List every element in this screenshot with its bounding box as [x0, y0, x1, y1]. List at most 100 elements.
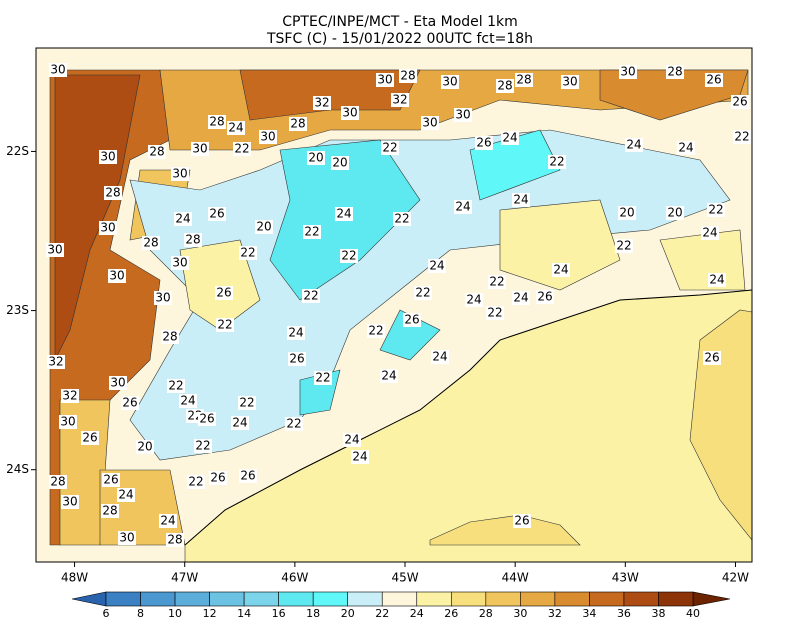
contour-label-box [154, 291, 172, 305]
colorbar-tick-label: 8 [137, 607, 144, 618]
contour-label-box [259, 130, 277, 144]
contour-label-box [171, 256, 189, 270]
colorbar-tick-label: 16 [272, 607, 286, 618]
contour-label-box [340, 249, 358, 263]
contour-label-box [376, 73, 394, 87]
contour-label-box [513, 514, 531, 528]
contour-label: 32 [314, 96, 329, 110]
contour-label: 28 [105, 186, 120, 200]
contour-label: 24 [513, 291, 528, 305]
contour-label: 22 [549, 155, 564, 169]
contour-label: 26 [476, 136, 491, 150]
contour-label-box [166, 533, 184, 547]
contour-label-box [61, 389, 79, 403]
contour-label: 28 [516, 73, 531, 87]
contour-label-box [161, 330, 179, 344]
contour-label-box [488, 275, 506, 289]
contour-label: 26 [732, 95, 747, 109]
contour-label-box [381, 141, 399, 155]
x-tick-label: 47W [171, 571, 198, 585]
contour-label: 28 [102, 504, 117, 518]
x-tick-label: 43W [612, 571, 639, 585]
contour-label-box [475, 136, 493, 150]
contour-label: 24 [180, 394, 195, 408]
contour-label: 28 [143, 236, 158, 250]
contour-label: 22 [188, 475, 203, 489]
colorbar-segment [174, 591, 210, 607]
contour-label: 24 [502, 131, 517, 145]
colorbar-segment [209, 591, 245, 607]
contour-label-box [99, 150, 117, 164]
contour-label-box [121, 396, 139, 410]
contour-label: 24 [232, 416, 247, 430]
contour-label: 30 [100, 221, 115, 235]
contour-label: 30 [442, 75, 457, 89]
colorbar-tick-label: 22 [375, 607, 389, 618]
colorbar-high-extend [692, 591, 731, 607]
contour-label-box [255, 220, 273, 234]
contour-label-box [701, 226, 719, 240]
temperature-field [36, 48, 752, 562]
coastline [184, 289, 752, 546]
contour-label: 22 [240, 246, 255, 260]
contour-label-box [707, 203, 725, 217]
contour-label: 30 [260, 130, 275, 144]
contour-label: 22 [394, 212, 409, 226]
contour-label: 24 [702, 226, 717, 240]
contour-label: 24 [352, 450, 367, 464]
y-tick-label: 24S [6, 462, 29, 476]
contour-label: 24 [678, 141, 693, 155]
contour-label: 26 [210, 471, 225, 485]
subtitle: TSFC (C) - 15/01/2022 00UTC fct=18h [266, 31, 533, 47]
contour-label-box [454, 108, 472, 122]
contour-label: 30 [422, 116, 437, 130]
contour-label-box [536, 290, 554, 304]
contour-label: 24 [626, 138, 641, 152]
contour-label-box [619, 65, 637, 79]
contour-label-box [731, 95, 749, 109]
contour-label: 24 [381, 369, 396, 383]
contour-label: 24 [118, 488, 133, 502]
contour-label: 26 [216, 286, 231, 300]
contour-label-box [403, 313, 421, 327]
contour-label-box [118, 531, 136, 545]
contour-label-box [288, 352, 306, 366]
contour-label: 24 [455, 200, 470, 214]
contour-label-box [367, 324, 385, 338]
colorbar-tick-label: 14 [237, 607, 251, 618]
contour-label-box [109, 376, 127, 390]
contour-label: 20 [308, 151, 323, 165]
contour-label: 22 [708, 203, 723, 217]
contour-label-box [208, 115, 226, 129]
contour-label: 30 [110, 376, 125, 390]
contour-label-box [102, 473, 120, 487]
colorbar-tick-label: 24 [410, 607, 424, 618]
contour-label-box [515, 73, 533, 87]
contour-label-box [391, 93, 409, 107]
colorbar-segment [520, 591, 556, 607]
contour-label: 28 [162, 330, 177, 344]
contour-label-box [552, 263, 570, 277]
contour-label: 24 [513, 193, 528, 207]
colorbar-segment [416, 591, 452, 607]
contour-label-box [104, 186, 122, 200]
contour-label-box [187, 475, 205, 489]
colorbar-segment [485, 591, 521, 607]
contour-label: 30 [455, 108, 470, 122]
contour-label-box [705, 73, 723, 87]
contour-label-box [331, 156, 349, 170]
colorbar-segment [243, 591, 279, 607]
contour-label: 26 [103, 473, 118, 487]
contour-label-box [46, 243, 64, 257]
contour-label-box [208, 207, 226, 221]
contour-label-box [548, 155, 566, 169]
contour-label-box [486, 306, 504, 320]
colorbar-tick-label: 36 [617, 607, 631, 618]
contour-label-box [428, 259, 446, 273]
colorbar-tick-label: 26 [444, 607, 458, 618]
temperature-region [239, 69, 421, 121]
contour-label: 30 [62, 495, 77, 509]
contour-label: 26 [122, 396, 137, 410]
contour-label: 26 [199, 412, 214, 426]
contour-label: 30 [377, 73, 392, 87]
